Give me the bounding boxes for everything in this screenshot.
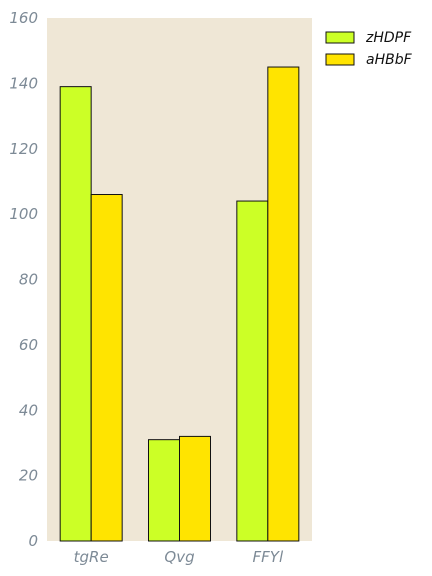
bars [59, 66, 300, 542]
bar-zHDPF-FFYl [236, 200, 269, 542]
y-tick-label: 140 [9, 74, 38, 92]
y-tick-label: 100 [9, 205, 38, 223]
y-tick-label: 0 [28, 532, 38, 550]
bar-aHBbF-Qvg [179, 435, 211, 542]
x-axis-ticks: tgRe Qvg FFYl [74, 548, 284, 566]
y-tick-label: 120 [9, 140, 38, 158]
y-tick-label: 60 [19, 336, 38, 354]
x-tick-label: FFYl [253, 548, 284, 566]
bar-zHDPF-Qvg [148, 439, 180, 542]
legend-label: aHBbF [366, 52, 413, 68]
bar-aHBbF-FFYl [267, 66, 300, 542]
x-tick-label: tgRe [74, 548, 109, 566]
legend-swatch [325, 53, 355, 66]
bar-zHDPF-tgRe [59, 86, 92, 542]
y-tick-label: 80 [19, 271, 38, 289]
y-tick-label: 40 [19, 401, 38, 419]
y-axis-ticks: 0 20 40 60 80 100 120 140 160 [9, 9, 38, 550]
y-tick-label: 20 [19, 467, 38, 485]
x-tick-label: Qvg [164, 548, 194, 566]
legend: zHDPF aHBbF [325, 30, 413, 68]
legend-label: zHDPF [365, 30, 412, 46]
legend-swatch [325, 31, 355, 44]
y-tick-label: 160 [9, 9, 38, 27]
bar-aHBbF-tgRe [90, 194, 123, 542]
